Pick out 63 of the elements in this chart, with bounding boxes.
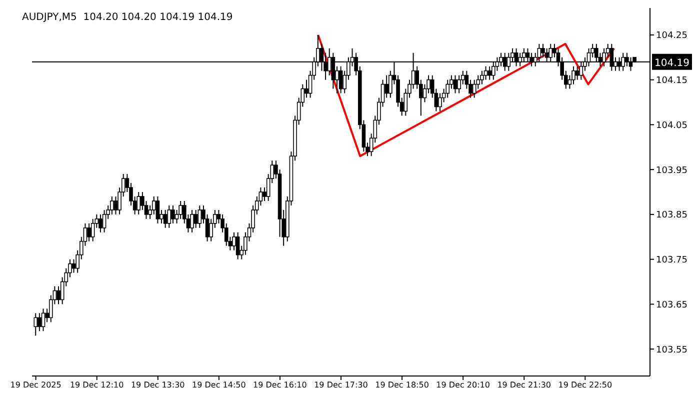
x-tick-label: 19 Dec 21:30: [497, 380, 552, 390]
x-tick-label: 19 Dec 13:30: [130, 380, 185, 390]
candlestick: [304, 79, 308, 98]
candlestick: [484, 66, 488, 80]
x-tick-label: 19 Dec 17:30: [314, 380, 368, 390]
candlestick: [190, 209, 194, 233]
ref-line-label: 104.19: [654, 58, 690, 69]
candlestick: [198, 204, 202, 228]
candlestick: [110, 196, 114, 215]
y-tick-label: 103.75: [656, 256, 688, 266]
candlestick: [541, 43, 545, 58]
candlestick: [232, 232, 236, 251]
line-series: [317, 34, 616, 158]
candlestick: [38, 312, 42, 332]
candlestick: [617, 56, 622, 72]
candlestick: [572, 66, 576, 85]
x-tick-label: 19 Dec 16:10: [253, 380, 307, 390]
candlestick: [72, 258, 76, 274]
candlestick: [171, 204, 175, 224]
candlestick: [194, 209, 198, 228]
candlestick: [102, 209, 106, 233]
candlestick: [438, 92, 442, 112]
candlestick: [156, 196, 160, 224]
candlestick: [446, 79, 450, 98]
candlestick: [480, 70, 484, 85]
candlestick: [575, 66, 580, 80]
candlestick: [384, 74, 388, 98]
y-tick-label: 104.05: [656, 120, 688, 131]
candlestick: [114, 196, 118, 215]
candlestick: [178, 200, 182, 220]
candlestick: [167, 204, 172, 228]
y-tick-label: 104.25: [656, 31, 688, 42]
candlestick: [327, 48, 332, 76]
candlestick: [625, 52, 629, 67]
y-tick-label: 103.85: [656, 210, 688, 221]
candlestick: [236, 232, 240, 260]
candlestick: [34, 312, 38, 336]
y-tick-label: 103.65: [656, 300, 688, 310]
candlestick: [457, 74, 461, 94]
candlestick: [488, 66, 492, 80]
candlestick: [499, 52, 503, 67]
x-tick-label: 19 Dec 18:50: [375, 380, 429, 390]
x-tick-label: 19 Dec 2025: [10, 380, 62, 390]
candlestick: [90, 218, 95, 242]
candlestick: [163, 209, 168, 228]
candlestick: [628, 56, 633, 72]
candlestick: [472, 79, 476, 98]
candlestick: [338, 66, 343, 94]
x-tick-label: 19 Dec 20:10: [436, 380, 490, 390]
candlestick: [87, 222, 91, 242]
x-tick-label: 19 Dec 12:10: [70, 380, 124, 390]
candlestick: [98, 214, 102, 233]
candlestick: [621, 52, 626, 72]
candlestick: [136, 192, 141, 215]
candlestick: [453, 74, 458, 94]
candlestick: [56, 286, 60, 305]
x-tick-label: 19 Dec 22:50: [558, 380, 612, 390]
chart-title: AUDJPY,M5 104.20 104.20 104.19 104.19: [22, 12, 233, 23]
x-tick-label: 19 Dec 14:50: [192, 380, 246, 390]
y-tick-label: 103.55: [656, 345, 688, 356]
candlestick: [41, 308, 46, 332]
y-tick-label: 103.95: [656, 166, 688, 176]
y-tick-label: 104.15: [656, 76, 688, 86]
